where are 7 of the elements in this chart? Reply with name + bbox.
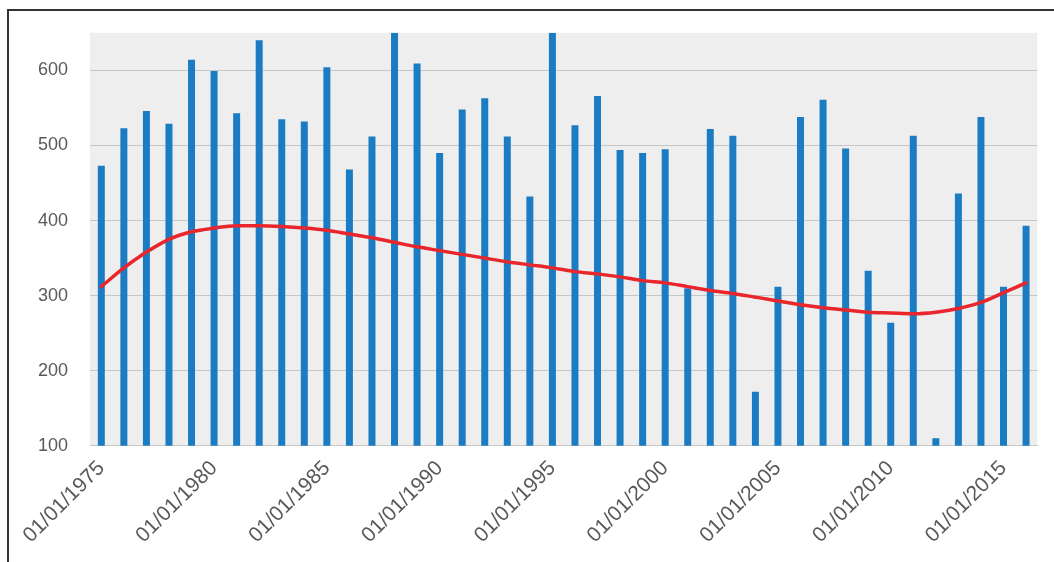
y-tick-label: 600 xyxy=(37,59,69,80)
y-tick-label: 200 xyxy=(37,359,69,380)
line-series xyxy=(99,224,1028,316)
y-tick-label: 300 xyxy=(37,284,69,305)
y-tick-label: 500 xyxy=(37,134,69,155)
y-tick-label: 400 xyxy=(37,209,69,230)
y-tick-label: 100 xyxy=(37,434,69,455)
